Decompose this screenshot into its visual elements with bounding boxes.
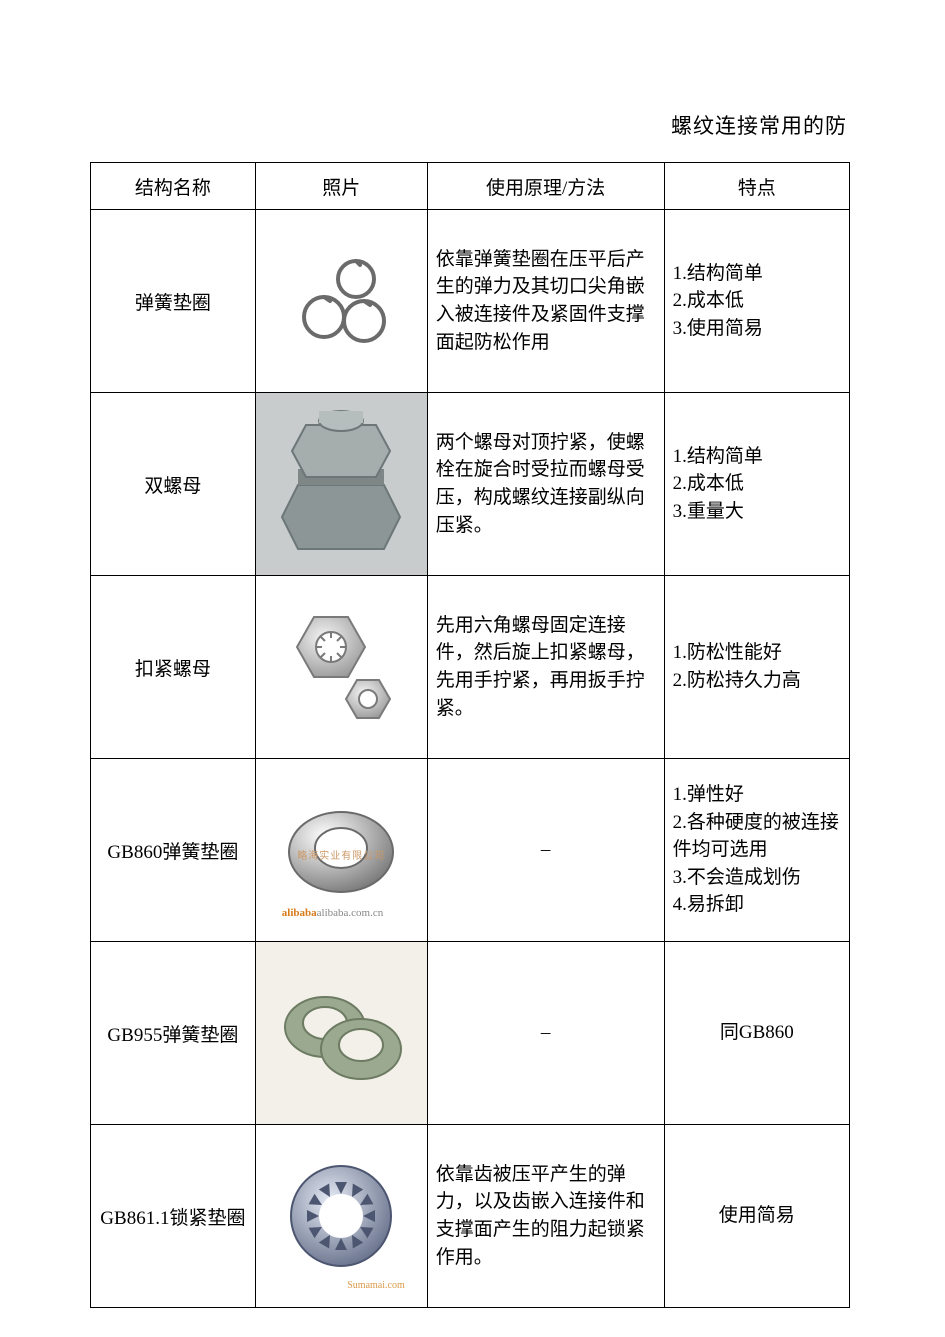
structure-name: GB861.1锁紧垫圈 (91, 1125, 256, 1308)
table-row: 双螺母 (91, 393, 850, 576)
anti-loosen-table: 结构名称 照片 使用原理/方法 特点 弹簧垫圈 (90, 162, 850, 1308)
photo-cell: 略海实业有限公司 alibabaalibaba.com.cn (255, 759, 427, 942)
principle-text: 依靠弹簧垫圈在压平后产生的弹力及其切口尖角嵌入被连接件及紧固件支撑面起防松作用 (427, 210, 664, 393)
col-header-features: 特点 (664, 163, 849, 210)
conical-washer-icon: 略海实业有限公司 alibabaalibaba.com.cn (264, 765, 419, 935)
principle-text: 依靠齿被压平产生的弹力，以及齿嵌入连接件和支撑面产生的阻力起锁紧作用。 (427, 1125, 664, 1308)
feature-line: 2.成本低 (673, 473, 744, 494)
watermark-text: Sumamai.com (347, 1280, 405, 1291)
watermark-text: 略海实业有限公司 (264, 847, 419, 862)
lock-nut-icon (264, 582, 419, 752)
structure-name: 弹簧垫圈 (91, 210, 256, 393)
principle-text: – (427, 942, 664, 1125)
feature-line: 1.结构简单 (673, 446, 763, 467)
structure-name: 双螺母 (91, 393, 256, 576)
features-text: 使用简易 (664, 1125, 849, 1308)
document-page: 螺纹连接常用的防 结构名称 照片 使用原理/方法 特点 弹簧垫圈 (0, 0, 945, 1337)
table-row: GB861.1锁紧垫圈 (91, 1125, 850, 1308)
feature-line: 2.各种硬度的被连接件均可选用 (673, 812, 839, 861)
internal-tooth-washer-icon: Sumamai.com (264, 1131, 419, 1301)
page-title-partial: 螺纹连接常用的防 (90, 110, 855, 140)
feature-line: 2.防松持久力高 (673, 670, 801, 691)
structure-name: GB955弹簧垫圈 (91, 942, 256, 1125)
feature-line: 1.防松性能好 (673, 642, 782, 663)
spring-washer-icon (264, 216, 419, 386)
structure-name: GB860弹簧垫圈 (91, 759, 256, 942)
feature-line: 4.易拆卸 (673, 894, 744, 915)
double-nut-icon (264, 399, 419, 569)
features-text: 1.结构简单 2.成本低 3.重量大 (664, 393, 849, 576)
principle-text: 两个螺母对顶拧紧，使螺栓在旋合时受拉而螺母受压，构成螺纹连接副纵向压紧。 (427, 393, 664, 576)
photo-cell: Sumamai.com (255, 1125, 427, 1308)
photo-cell (255, 576, 427, 759)
table-header-row: 结构名称 照片 使用原理/方法 特点 (91, 163, 850, 210)
wave-washer-icon (264, 948, 419, 1118)
features-text: 1.防松性能好 2.防松持久力高 (664, 576, 849, 759)
feature-line: 3.使用简易 (673, 318, 763, 339)
structure-name: 扣紧螺母 (91, 576, 256, 759)
table-row: 扣紧螺母 (91, 576, 850, 759)
watermark-text: alibabaalibaba.com.cn (282, 907, 383, 919)
col-header-photo: 照片 (255, 163, 427, 210)
principle-text: 先用六角螺母固定连接件，然后旋上扣紧螺母，先用手拧紧，再用扳手拧紧。 (427, 576, 664, 759)
features-text: 同GB860 (664, 942, 849, 1125)
feature-line: 3.重量大 (673, 501, 744, 522)
photo-cell (255, 393, 427, 576)
table-row: GB860弹簧垫圈 (91, 759, 850, 942)
principle-text: – (427, 759, 664, 942)
feature-line: 同GB860 (720, 1022, 794, 1043)
table-row: GB955弹簧垫圈 – (91, 942, 850, 1125)
features-text: 1.结构简单 2.成本低 3.使用简易 (664, 210, 849, 393)
col-header-principle: 使用原理/方法 (427, 163, 664, 210)
photo-cell (255, 942, 427, 1125)
feature-line: 1.弹性好 (673, 784, 744, 805)
table-row: 弹簧垫圈 (91, 210, 850, 393)
features-text: 1.弹性好 2.各种硬度的被连接件均可选用 3.不会造成划伤 4.易拆卸 (664, 759, 849, 942)
feature-line: 3.不会造成划伤 (673, 867, 801, 888)
feature-line: 1.结构简单 (673, 263, 763, 284)
col-header-name: 结构名称 (91, 163, 256, 210)
photo-cell (255, 210, 427, 393)
feature-line: 使用简易 (719, 1205, 795, 1226)
feature-line: 2.成本低 (673, 290, 744, 311)
